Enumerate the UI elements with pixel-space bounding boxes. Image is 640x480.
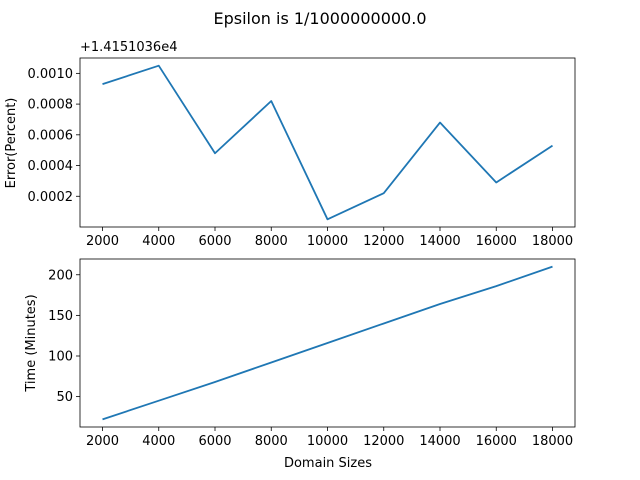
series-line <box>102 64 553 221</box>
x-tick-label: 10000 <box>307 234 348 249</box>
y-offset-label: +1.4151036e4 <box>80 40 177 55</box>
time-subplot: Time (Minutes) Domain Sizes 2000 4000 6000… <box>24 258 576 471</box>
x-tick-label: 8000 <box>255 434 288 449</box>
x-tick-label: 8000 <box>255 234 288 249</box>
y-tick-label: 0.0004 <box>28 159 74 174</box>
y-tick-label: 100 <box>48 349 73 364</box>
error-subplot: +1.4151036e4 Error(Percent) 2000 4000 6000… <box>4 40 576 249</box>
x-tick-label: 14000 <box>419 234 460 249</box>
error-y-axis-label: Error(Percent) <box>4 98 19 189</box>
time-x-axis-label: Domain Sizes <box>284 456 372 471</box>
x-tick-label: 14000 <box>419 434 460 449</box>
y-tick-label: 0.0006 <box>28 128 74 143</box>
y-tick-label: 0.0010 <box>28 67 74 82</box>
x-tick-label: 10000 <box>307 434 348 449</box>
figure-title: Epsilon is 1/1000000000.0 <box>213 9 426 28</box>
x-tick-label: 12000 <box>363 234 404 249</box>
x-tick-label: 2000 <box>86 234 119 249</box>
time-y-axis-label: Time (Minutes) <box>24 294 39 392</box>
x-tick-label: 6000 <box>198 434 231 449</box>
x-tick-label: 16000 <box>476 234 517 249</box>
x-tick-label: 18000 <box>532 434 573 449</box>
y-tick-label: 150 <box>48 309 73 324</box>
y-tick-label: 200 <box>48 268 73 283</box>
y-tick-label: 0.0002 <box>28 190 74 205</box>
x-tick-label: 4000 <box>142 434 175 449</box>
y-tick-label: 50 <box>56 390 73 405</box>
x-tick-label: 4000 <box>142 234 175 249</box>
x-tick-label: 6000 <box>198 234 231 249</box>
y-tick-label: 0.0008 <box>28 98 74 113</box>
plot-frame <box>79 57 576 228</box>
x-tick-label: 16000 <box>476 434 517 449</box>
x-tick-label: 18000 <box>532 234 573 249</box>
x-tick-label: 2000 <box>86 434 119 449</box>
x-tick-label: 12000 <box>363 434 404 449</box>
